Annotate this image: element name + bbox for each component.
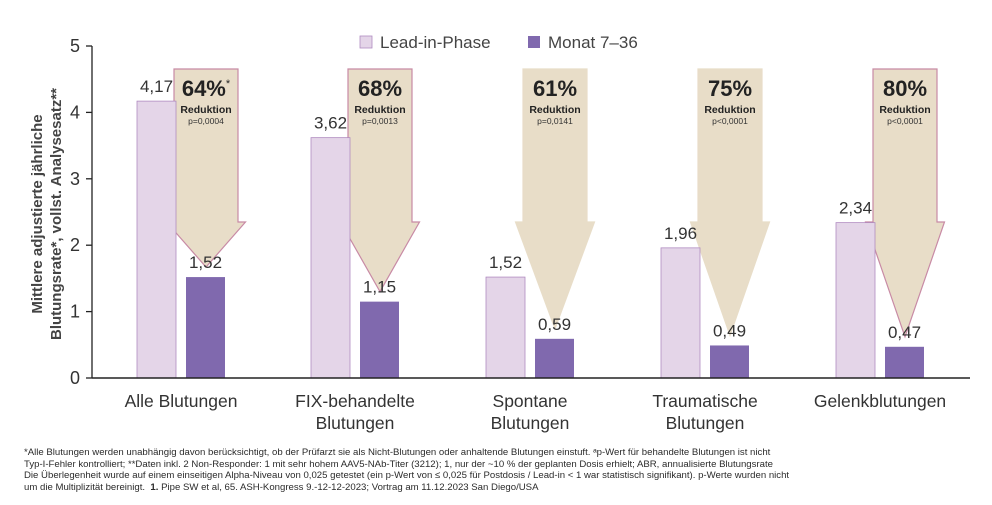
footnote-line-3: Die Überlegenheit wurde auf einem einsei… bbox=[24, 470, 790, 482]
bar-value-label: 1,15 bbox=[363, 278, 396, 297]
bar-lead-in bbox=[660, 247, 701, 379]
category-label: FIX-behandelte bbox=[295, 391, 415, 411]
y-tick-label: 3 bbox=[70, 169, 80, 189]
y-tick-label: 4 bbox=[70, 102, 80, 122]
bar-month-7-36 bbox=[360, 301, 399, 378]
legend-swatch bbox=[528, 36, 540, 48]
legend-label: Lead-in-Phase bbox=[380, 33, 491, 52]
bar-lead-in bbox=[310, 137, 351, 379]
reduction-arrow bbox=[514, 68, 596, 331]
y-tick-label: 2 bbox=[70, 235, 80, 255]
bar-value-label: 3,62 bbox=[314, 114, 347, 133]
reduction-label: Reduktion bbox=[354, 104, 405, 116]
reduction-footnote-mark: * bbox=[226, 78, 231, 90]
category-label: Blutungen bbox=[491, 413, 570, 433]
reduction-label: Reduktion bbox=[879, 104, 930, 116]
category-label: Traumatische bbox=[652, 391, 757, 411]
x-axis: Alle Blutungen FIX-behandelteBlutungenSpo… bbox=[92, 377, 970, 433]
reduction-arrow bbox=[864, 68, 946, 339]
reduction-percent: 75% bbox=[708, 76, 752, 101]
reduction-pvalue: p<0,0001 bbox=[887, 116, 923, 126]
reduction-percent: 64%* bbox=[182, 76, 231, 101]
reduction-percent: 68% bbox=[358, 76, 402, 101]
category-label: Spontane bbox=[493, 391, 568, 411]
reduction-arrow bbox=[339, 68, 421, 293]
y-tick-label: 5 bbox=[70, 36, 80, 56]
reduction-pvalue: p=0,0141 bbox=[537, 116, 573, 126]
footnote-line-2: Typ-I-Fehler kontrolliert; **Daten inkl.… bbox=[24, 458, 773, 470]
footnote-reference-number: 1. bbox=[150, 481, 159, 493]
bar-lead-in bbox=[835, 222, 876, 379]
reduction-percent: 61% bbox=[533, 76, 577, 101]
bar-month-7-36 bbox=[710, 345, 749, 378]
y-axis-label: Mittlere adjustierte jährliche Blutungsra… bbox=[29, 88, 65, 340]
footnote-line-4: um die Multiplizität bereinigt. 1. Pipe … bbox=[24, 482, 979, 494]
bars: 4,17 1,52 3,62 1,15 1,52 0,59 1,96 0,49 2,34 0,47 bbox=[136, 77, 924, 379]
reduction-label: Reduktion bbox=[529, 104, 580, 116]
bar-value-label: 0,49 bbox=[713, 321, 746, 340]
reduction-label: Reduktion bbox=[180, 104, 231, 116]
footnote-line-1: *Alle Blutungen werden unabhängig davon … bbox=[24, 447, 771, 458]
reduction-arrows: 64%*Reduktionp=0,000468%Reduktionp=0,001… bbox=[165, 68, 946, 339]
legend-label: Monat 7–36 bbox=[548, 33, 638, 52]
bar-chart: Lead-in-Phase Monat 7–36 0 1 2 3 4 5 Mittlere … bbox=[29, 33, 970, 433]
reduction-pvalue: p<0,0001 bbox=[712, 116, 748, 126]
y-axis: 0 1 2 3 4 5 bbox=[70, 36, 93, 388]
reduction-pvalue: p=0,0004 bbox=[188, 116, 224, 126]
y-axis-label-line-2: Blutungsrate*, vollst. Analysesatz** bbox=[48, 88, 65, 340]
legend: Lead-in-Phase Monat 7–36 bbox=[359, 33, 638, 52]
bar-value-label: 0,59 bbox=[538, 315, 571, 334]
bar-month-7-36 bbox=[885, 346, 924, 378]
reduction-pvalue: p=0,0013 bbox=[362, 116, 398, 126]
category-label: Blutungen bbox=[316, 413, 395, 433]
reduction-percent: 80% bbox=[883, 76, 927, 101]
bar-value-label: 1,52 bbox=[489, 253, 522, 272]
bar-value-label: 2,34 bbox=[839, 199, 872, 218]
legend-swatch bbox=[359, 35, 373, 49]
category-label: Gelenkblutungen bbox=[814, 391, 946, 411]
footnote-reference: Pipe SW et al, 65. ASH-Kongress 9.-12-12… bbox=[161, 481, 539, 493]
bar-lead-in bbox=[136, 100, 177, 379]
bar-lead-in bbox=[485, 276, 526, 379]
footnote-multiplicity: um die Multiplizität bereinigt. bbox=[24, 481, 146, 493]
category-label: Blutungen bbox=[666, 413, 745, 433]
bar-value-label: 0,47 bbox=[888, 323, 921, 342]
footnote: *Alle Blutungen werden unabhängig davon … bbox=[24, 447, 979, 493]
bar-value-label: 4,17 bbox=[140, 77, 173, 96]
y-axis-label-line-1: Mittlere adjustierte jährliche bbox=[29, 114, 46, 313]
y-tick-label: 1 bbox=[70, 302, 80, 322]
bar-value-label: 1,96 bbox=[664, 224, 697, 243]
category-label: Alle Blutungen bbox=[125, 391, 238, 411]
bar-value-label: 1,52 bbox=[189, 253, 222, 272]
bar-month-7-36 bbox=[535, 338, 574, 378]
reduction-arrow bbox=[689, 68, 771, 338]
reduction-label: Reduktion bbox=[704, 104, 755, 116]
bar-month-7-36 bbox=[186, 277, 225, 378]
y-tick-label: 0 bbox=[70, 368, 80, 388]
